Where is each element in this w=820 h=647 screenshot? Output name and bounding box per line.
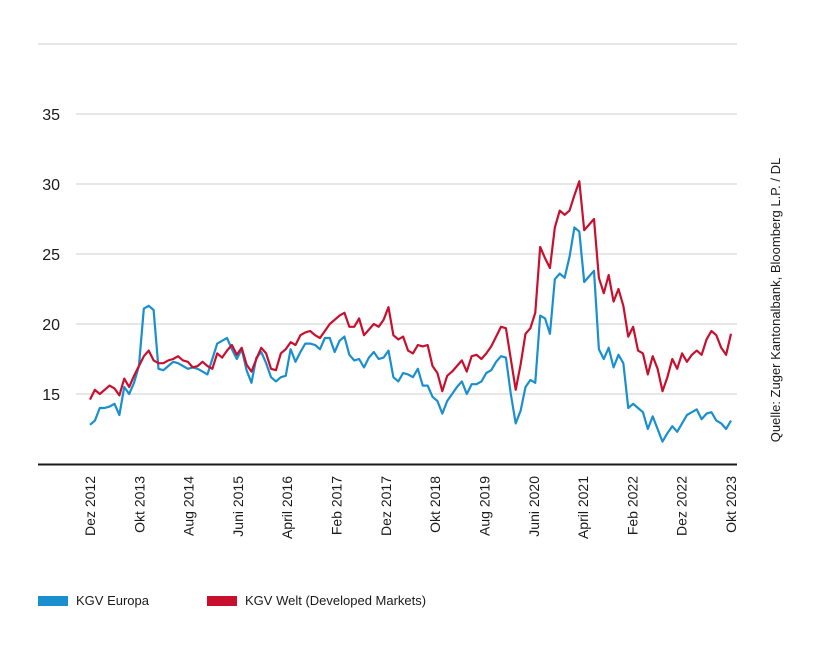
x-tick-label: Okt 2023 xyxy=(723,476,739,533)
source-note: Quelle: Zuger Kantonalbank, Bloomberg L.… xyxy=(768,158,783,443)
legend-swatch-welt xyxy=(207,595,237,606)
legend-swatch-europa xyxy=(38,595,68,606)
x-axis-ticks: Dez 2012 Okt 2013 Aug 2014 Juni 2015 April 2… xyxy=(82,476,739,539)
x-tick-label: Okt 2018 xyxy=(427,476,443,533)
y-tick-label: 30 xyxy=(42,177,60,194)
series-line-welt xyxy=(89,180,733,401)
y-tick-label: 25 xyxy=(42,247,60,264)
y-axis-ticks: 15 20 25 30 35 xyxy=(42,107,60,404)
x-tick-label: April 2021 xyxy=(575,476,591,539)
legend: KGV Europa KGV Welt (Developed Markets) xyxy=(38,593,426,608)
legend-label-europa: KGV Europa xyxy=(76,593,149,608)
x-tick-label: Aug 2014 xyxy=(181,476,197,536)
series-line-europa xyxy=(89,226,732,443)
x-tick-label: Feb 2022 xyxy=(624,476,640,535)
x-tick-label: Feb 2017 xyxy=(329,476,345,535)
legend-item-welt: KGV Welt (Developed Markets) xyxy=(207,593,426,608)
x-tick-label: Dez 2017 xyxy=(378,476,394,536)
x-tick-label: Okt 2013 xyxy=(131,476,147,533)
x-tick-label: April 2016 xyxy=(279,476,295,539)
x-tick-label: Juni 2015 xyxy=(230,476,246,537)
grid xyxy=(38,43,737,395)
legend-item-europa: KGV Europa xyxy=(38,593,149,608)
legend-label-welt: KGV Welt (Developed Markets) xyxy=(245,593,427,608)
x-tick-label: Dez 2022 xyxy=(674,476,690,536)
y-tick-label: 20 xyxy=(42,317,60,334)
y-tick-label: 15 xyxy=(42,387,60,404)
x-tick-label: Juni 2020 xyxy=(526,476,542,537)
x-tick-label: Dez 2012 xyxy=(82,476,98,536)
series-lines xyxy=(89,180,733,443)
x-tick-label: Aug 2019 xyxy=(476,476,492,536)
y-tick-label: 35 xyxy=(42,107,60,124)
